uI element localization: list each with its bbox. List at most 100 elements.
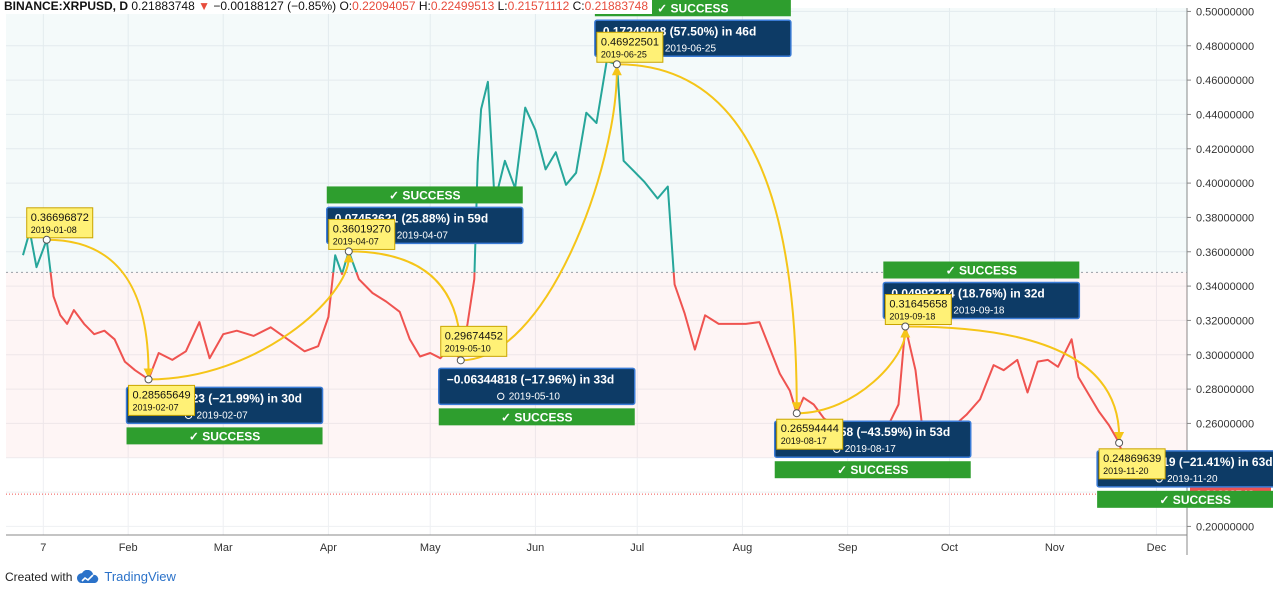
open-label: O: bbox=[339, 0, 353, 13]
created-with-text: Created with bbox=[5, 569, 73, 584]
pivot-date-label: 2019-04-07 bbox=[333, 236, 379, 246]
x-tick-label: Jun bbox=[527, 542, 545, 554]
annotation-layer: −0.08131223 (−21.99%) in 30d2019-02-07✓ … bbox=[26, 0, 1273, 508]
pivot-price-tag bbox=[1098, 448, 1166, 480]
success-label: ✓ SUCCESS bbox=[501, 410, 572, 424]
pivot-price-tag bbox=[596, 31, 664, 63]
x-tick-label: Oct bbox=[941, 542, 958, 554]
success-label: ✓ SUCCESS bbox=[389, 188, 460, 202]
success-badge bbox=[774, 461, 971, 479]
pivot-price-tag bbox=[328, 218, 396, 250]
y-tick-label: 0.36000000 bbox=[1196, 247, 1254, 259]
success-badge bbox=[126, 427, 323, 445]
success-label: ✓ SUCCESS bbox=[837, 463, 908, 477]
y-tick-label: 0.38000000 bbox=[1196, 212, 1254, 224]
success-label: ✓ SUCCESS bbox=[189, 429, 260, 443]
low-value: 0.21571112 bbox=[507, 0, 570, 13]
y-tick-label: 0.26000000 bbox=[1196, 418, 1254, 430]
price-line-segment bbox=[473, 60, 675, 273]
pivot-date-label: 2019-02-07 bbox=[133, 402, 179, 412]
change-end-date-label: 2019-05-10 bbox=[509, 391, 561, 402]
success-badge bbox=[326, 186, 523, 204]
projection-arrow bbox=[905, 325, 1125, 442]
high-value: 0.22499513 bbox=[430, 0, 495, 13]
clock-icon bbox=[497, 392, 505, 401]
x-tick-label: Feb bbox=[119, 542, 138, 554]
pivot-point bbox=[901, 322, 910, 331]
price-line-segment bbox=[672, 272, 1127, 468]
pivot-price-label: 0.36696872 bbox=[31, 212, 89, 224]
symbol-header: BINANCE:XRPUSD, D 0.21883748 ▼ −0.001881… bbox=[2, 0, 653, 14]
y-tick-label: 0.30000000 bbox=[1196, 350, 1254, 362]
change-info-box bbox=[438, 367, 636, 406]
success-badge bbox=[438, 408, 635, 426]
x-tick-label: Nov bbox=[1045, 542, 1065, 554]
y-tick-label: 0.20000000 bbox=[1196, 521, 1254, 533]
close-value: 0.21883748 bbox=[584, 0, 649, 13]
projection-arrow bbox=[46, 238, 154, 379]
pivot-price-tag bbox=[128, 384, 196, 416]
x-tick-label: Jul bbox=[630, 542, 644, 554]
success-badge bbox=[883, 261, 1080, 279]
symbol-name: BINANCE:XRPUSD, D bbox=[4, 0, 129, 13]
pivot-date-label: 2019-09-18 bbox=[889, 312, 935, 322]
pivot-point bbox=[792, 409, 801, 418]
y-tick-label: 0.28000000 bbox=[1196, 384, 1254, 396]
open-value: 0.22094057 bbox=[352, 0, 416, 13]
footer: Created with TradingView bbox=[5, 569, 176, 584]
pivot-date-label: 2019-08-17 bbox=[781, 436, 827, 446]
price-line-segment bbox=[340, 272, 344, 276]
change-annotation: −0.06344818 (−17.96%) in 33d 2019-05-10 ✓ … bbox=[438, 367, 636, 426]
price-line-segment bbox=[332, 254, 343, 273]
change-end-date-label: 2019-09-18 bbox=[953, 306, 1005, 317]
pivot-price-tag bbox=[440, 325, 508, 357]
y-tick-label: 0.48000000 bbox=[1196, 41, 1254, 53]
y-tick-label: 0.46000000 bbox=[1196, 75, 1254, 87]
x-tick-label: Dec bbox=[1147, 542, 1167, 554]
price-change: −0.00188127 (−0.85%) bbox=[213, 0, 337, 13]
success-label: ✓ SUCCESS bbox=[657, 1, 728, 15]
pivot-price-label: 0.24869639 bbox=[1103, 453, 1161, 465]
projection-arrow bbox=[616, 63, 802, 413]
pivot-price-label: 0.36019270 bbox=[333, 223, 391, 235]
x-tick-label: Sep bbox=[838, 542, 858, 554]
close-label: C: bbox=[572, 0, 585, 13]
x-tick-label: Aug bbox=[733, 542, 753, 554]
y-tick-label: 0.44000000 bbox=[1196, 109, 1254, 121]
low-label: L: bbox=[497, 0, 508, 13]
pivot-price-tag bbox=[776, 418, 844, 450]
price-line-segment bbox=[22, 230, 52, 273]
x-tick-label: Apr bbox=[320, 542, 337, 554]
x-tick-label: Mar bbox=[214, 542, 233, 554]
pivot-price-label: 0.29674452 bbox=[445, 330, 503, 342]
y-tick-label: 0.34000000 bbox=[1196, 281, 1254, 293]
projection-arrow bbox=[148, 252, 354, 381]
y-tick-label: 0.42000000 bbox=[1196, 144, 1254, 156]
pivot-date-label: 2019-01-08 bbox=[31, 225, 77, 235]
pivot-price-tag bbox=[884, 294, 952, 326]
pivot-point bbox=[612, 60, 621, 69]
pivot-price-label: 0.26594444 bbox=[781, 423, 839, 435]
x-tick-label: 7 bbox=[40, 542, 46, 554]
high-label: H: bbox=[418, 0, 431, 13]
tradingview-link[interactable]: TradingView bbox=[104, 569, 176, 584]
change-end-date-label: 2019-11-20 bbox=[1167, 474, 1218, 485]
change-end-date-label: 2019-06-25 bbox=[665, 43, 717, 54]
pivot-point bbox=[144, 375, 153, 384]
projection-arrow bbox=[796, 327, 911, 415]
tradingview-cloud-icon bbox=[77, 569, 99, 583]
pivot-date-label: 2019-11-20 bbox=[1103, 466, 1148, 476]
pivot-point bbox=[1115, 438, 1124, 447]
pivot-point bbox=[344, 247, 353, 256]
pivot-date-label: 2019-06-25 bbox=[601, 49, 647, 59]
change-end-date-label: 2019-08-17 bbox=[845, 444, 897, 455]
